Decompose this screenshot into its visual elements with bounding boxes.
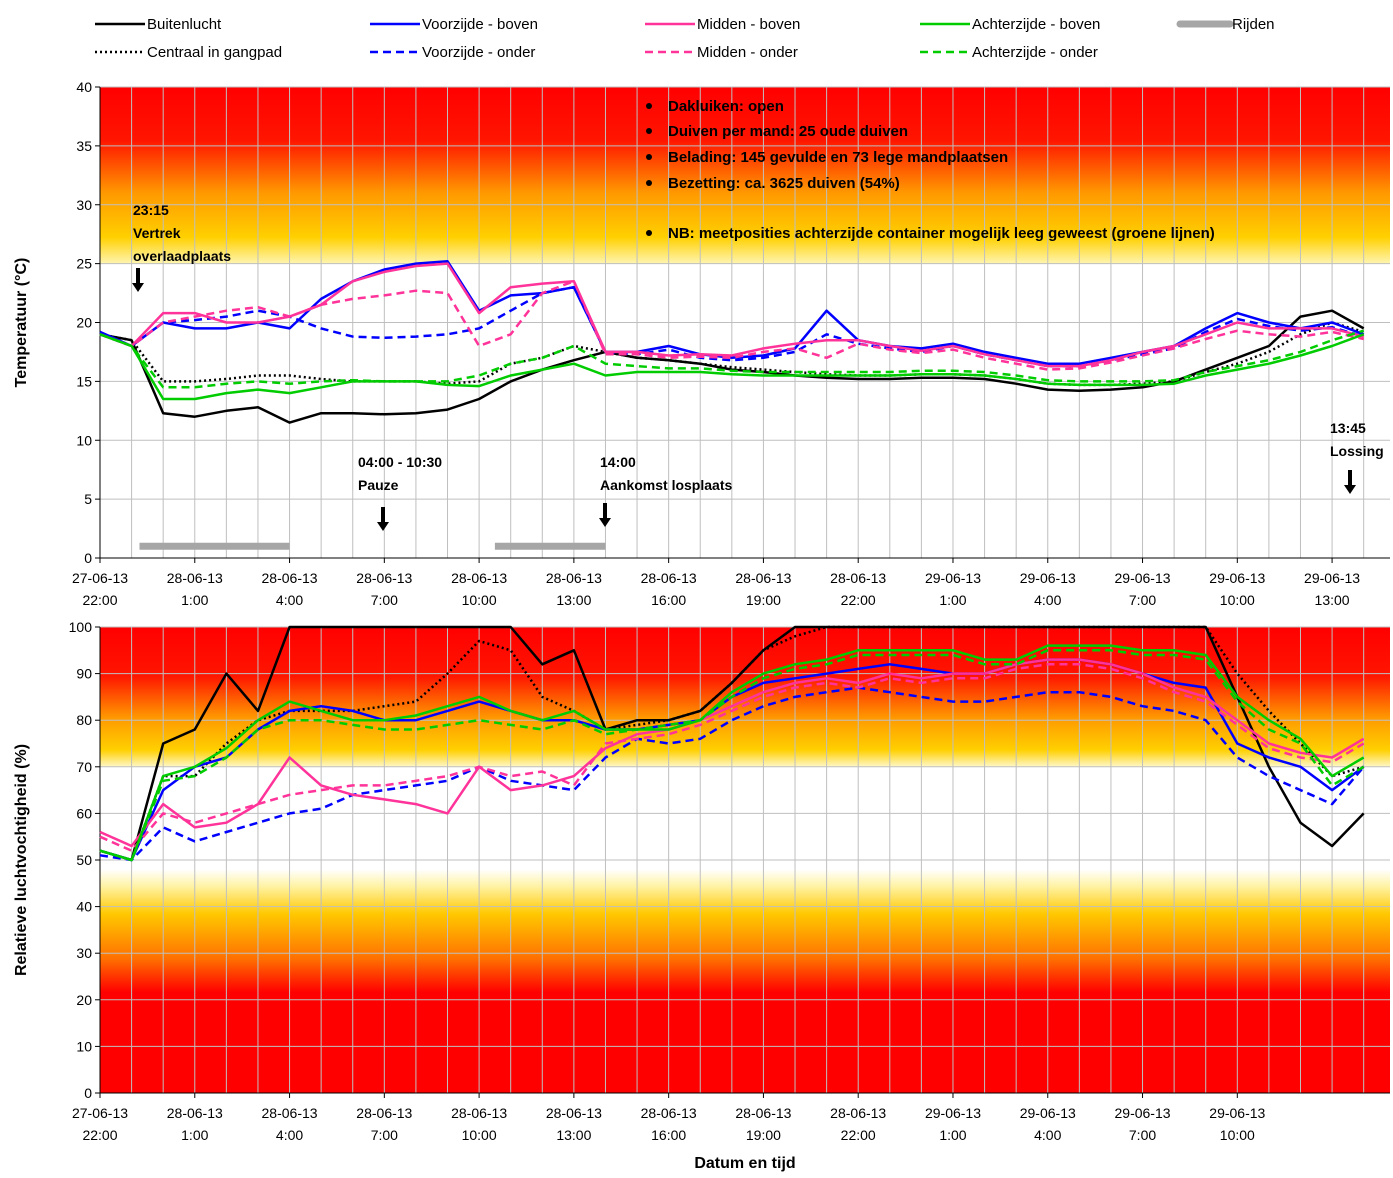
y-axis-label: Temperatuur (°C) [13,258,30,388]
legend-label: Achterzijde - boven [972,16,1100,33]
annotation: 23:15 [133,202,169,218]
note: Belading: 145 gevulde en 73 lege mandpla… [668,149,1008,166]
x-tick-label: 29-06-13 10:00 [1209,570,1265,608]
x-tick-label: 28-06-13 16:00 [641,570,697,608]
x-tick-label: 28-06-13 13:00 [546,570,602,608]
y-tick-label: 25 [76,256,92,272]
x-tick-label: 28-06-13 4:00 [262,1105,318,1143]
annotation: Vertrek [133,225,181,241]
x-tick-label: 29-06-13 4:00 [1020,1105,1076,1143]
x-tick-label: 28-06-13 7:00 [356,1105,412,1143]
y-tick-label: 30 [76,945,92,961]
y-tick-label: 10 [76,432,92,448]
y-tick-label: 80 [76,712,92,728]
x-tick-label: 28-06-13 22:00 [830,1105,886,1143]
note: Dakluiken: open [668,98,784,115]
x-tick-label: 28-06-13 22:00 [830,570,886,608]
x-tick-label: 29-06-13 7:00 [1115,570,1171,608]
bullet [646,103,652,109]
legend-label: Midden - boven [697,16,800,33]
legend-label: Voorzijde - onder [422,44,535,61]
y-tick-label: 40 [76,899,92,915]
annotation: Lossing [1330,443,1384,459]
x-tick-label: 28-06-13 10:00 [451,1105,507,1143]
note: Bezetting: ca. 3625 duiven (54%) [668,175,900,192]
y-tick-label: 20 [76,315,92,331]
y-tick-label: 100 [69,619,93,635]
x-tick-label: 28-06-13 16:00 [641,1105,697,1143]
series-line [99,686,1365,862]
legend-label: Centraal in gangpad [147,44,282,61]
x-tick-label: 29-06-13 13:00 [1304,570,1360,608]
y-axis-label: Relatieve luchtvochtigheid (%) [13,744,30,976]
x-tick-label: 29-06-13 10:00 [1209,1105,1265,1143]
arrow [377,507,389,531]
y-tick-label: 10 [76,1038,92,1054]
x-tick-label: 28-06-13 4:00 [262,570,318,608]
bg-band [100,627,1390,767]
x-tick-label: 28-06-13 1:00 [167,1105,223,1143]
arrow [599,503,611,527]
y-tick-label: 30 [76,197,92,213]
y-tick-label: 40 [76,79,92,95]
legend-label: Rijden [1232,16,1275,33]
x-tick-label: 28-06-13 19:00 [735,1105,791,1143]
x-tick-label: 27-06-13 22:00 [72,570,128,608]
bullet [646,230,652,236]
x-tick-label: 28-06-13 7:00 [356,570,412,608]
x-tick-label: 28-06-13 1:00 [167,570,223,608]
y-tick-label: 5 [84,491,92,507]
series-line [99,649,1365,862]
annotation: 13:45 [1330,420,1366,436]
legend-label: Voorzijde - boven [422,16,538,33]
series-line [99,280,1364,371]
x-tick-label: 28-06-13 19:00 [735,570,791,608]
bg-band [100,869,1390,1093]
annotation: Aankomst losplaats [600,477,732,493]
series-line [99,644,1365,862]
y-tick-label: 90 [76,666,92,682]
x-tick-label: 29-06-13 1:00 [925,1105,981,1143]
series-line [99,625,1365,862]
annotation: Pauze [358,477,399,493]
x-tick-label: 28-06-13 10:00 [451,570,507,608]
series-line [99,658,1365,848]
arrow [132,268,144,292]
legend-label: Buitenlucht [147,16,222,33]
series-line [99,333,1365,401]
bg-band [100,87,1390,264]
annotation: 04:00 - 10:30 [358,454,442,470]
x-axis-label: Datum en tijd [694,1155,795,1172]
y-tick-label: 20 [76,992,92,1008]
series-line [99,329,1365,389]
y-tick-label: 0 [84,550,92,566]
legend-label: Midden - onder [697,44,798,61]
y-tick-label: 50 [76,852,92,868]
note: NB: meetposities achterzijde container m… [668,225,1215,242]
annotation: overlaadplaats [133,248,231,264]
note: Duiven per mand: 25 oude duiven [668,123,908,140]
legend-label: Achterzijde - onder [972,44,1098,61]
x-tick-label: 28-06-13 13:00 [546,1105,602,1143]
x-tick-label: 29-06-13 1:00 [925,570,981,608]
series-line [99,285,1365,368]
x-tick-label: 29-06-13 4:00 [1020,570,1076,608]
x-tick-label: 29-06-13 7:00 [1115,1105,1171,1143]
y-tick-label: 15 [76,373,92,389]
y-tick-label: 35 [76,138,92,154]
x-tick-label: 27-06-13 22:00 [72,1105,128,1143]
bullet [646,154,652,160]
series-line [99,321,1365,387]
bullet [646,128,652,134]
y-tick-label: 0 [84,1085,92,1101]
annotation: 14:00 [600,454,636,470]
bullet [646,180,652,186]
series-line [99,663,1365,852]
y-tick-label: 60 [76,805,92,821]
y-tick-label: 70 [76,759,92,775]
arrow [1344,470,1356,494]
